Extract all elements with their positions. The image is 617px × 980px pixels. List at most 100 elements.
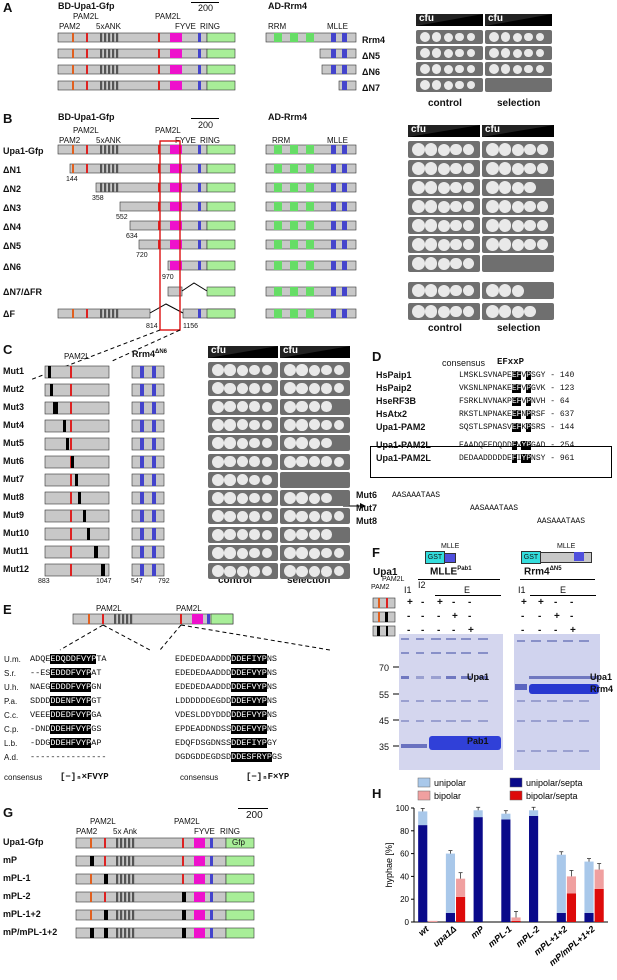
colony [437, 238, 450, 251]
panel-label-g: G [3, 805, 14, 820]
domain-mark [170, 164, 182, 173]
pos-1047: 1047 [96, 578, 112, 585]
colony [412, 162, 425, 175]
colony [296, 510, 308, 523]
seq-highlight: EF [511, 397, 522, 406]
seq-highlight: F [511, 441, 517, 450]
bar-bipolar [428, 920, 438, 922]
colony [284, 382, 296, 395]
rrm4-domain [331, 183, 336, 192]
mut-mark [385, 612, 388, 622]
mw-35: 35 [379, 742, 390, 752]
bar-bipolar-septa [566, 893, 577, 922]
y-tick-label: 0 [405, 918, 410, 927]
pos-1156: 1156 [183, 323, 199, 330]
colony [463, 144, 475, 155]
pam2-mark [88, 614, 90, 624]
gel-band [401, 700, 409, 702]
agar-plate [482, 303, 554, 320]
seq-pre: DEDAADDDDDE [459, 454, 512, 463]
lane-mark: + [521, 597, 527, 608]
domain-mark [104, 183, 107, 192]
bar-unipolar [584, 861, 594, 913]
ank-mark [132, 856, 135, 866]
pab1-band [429, 736, 501, 750]
lane-mark: - [521, 611, 525, 622]
colony [463, 201, 475, 212]
species-label: L.b. [4, 739, 18, 748]
label-fyve: FYVE [175, 22, 196, 31]
domain-mark [116, 65, 119, 74]
scale-label: 200 [198, 3, 214, 13]
colony [424, 257, 438, 270]
ank-mark [120, 874, 123, 884]
colony [511, 200, 524, 213]
colony [498, 219, 512, 232]
domain-mark [170, 261, 182, 270]
colony [455, 64, 464, 74]
pam2l-mark [70, 510, 72, 522]
mlle-mark [140, 420, 144, 432]
prey-title: AD-Rrm4 [268, 112, 308, 122]
ank-mark [108, 309, 111, 318]
ank-mark [116, 838, 119, 848]
colony [412, 257, 425, 270]
pos-814: 814 [146, 323, 158, 330]
rrm4-domain [290, 33, 298, 42]
colony [524, 238, 536, 251]
mut-label: Mut12 [3, 564, 30, 574]
pam2l-mark [70, 564, 72, 576]
agar-plate [408, 198, 480, 215]
colony [489, 32, 499, 42]
pam2l-mark [180, 614, 182, 624]
seq-mid: V [521, 371, 527, 380]
colony [424, 238, 438, 251]
scale-bar [191, 118, 219, 119]
rrm4-domain [306, 261, 314, 270]
mlle-mark [152, 366, 156, 378]
e-seq: --ESEDDDFVYPAT [30, 668, 101, 678]
rrm4-domain [290, 183, 298, 192]
colony [321, 547, 332, 559]
consensus-motif: EFxxP [497, 357, 525, 367]
pos-552: 552 [116, 214, 128, 221]
lane-mark: - [468, 611, 472, 622]
seq-post: NS [266, 696, 278, 706]
gel-band [461, 720, 471, 722]
agar-plate [482, 179, 554, 196]
colony [333, 548, 344, 558]
gel-band [563, 750, 573, 752]
colony [431, 80, 442, 90]
pam2l-mark [70, 546, 72, 558]
lane-mark: - [421, 611, 425, 622]
colony [212, 364, 224, 376]
colony [236, 510, 248, 522]
mlle-mark [152, 384, 156, 396]
label-ring: RING [200, 22, 220, 31]
label-rrm: RRM [268, 22, 287, 31]
agar-plate [482, 217, 554, 234]
rrm4-domain [306, 240, 314, 249]
seq-highlight: EF [511, 410, 522, 419]
pos-547: 547 [131, 578, 143, 585]
colony [486, 284, 499, 297]
agar-plate [208, 416, 278, 433]
ank-mark [126, 614, 129, 624]
colony [224, 547, 236, 559]
pam2-mark [90, 910, 92, 920]
domain-mark [112, 164, 115, 173]
gel-band [563, 720, 573, 722]
domain-mark [170, 183, 182, 192]
seq-post: NS [266, 654, 278, 664]
seq-post: GN [91, 682, 102, 692]
mlle-mark [152, 528, 156, 540]
colony [261, 383, 272, 394]
seq-highlight: DDEFVYP [231, 710, 267, 720]
agar-plate [408, 179, 480, 196]
strain-dn5: ΔN5 [3, 241, 21, 251]
rrm4-domain [342, 81, 347, 90]
species-label: U.m. [4, 655, 21, 664]
mw-70: 70 [379, 663, 390, 673]
upa1-band [529, 676, 599, 679]
colony [524, 305, 536, 318]
